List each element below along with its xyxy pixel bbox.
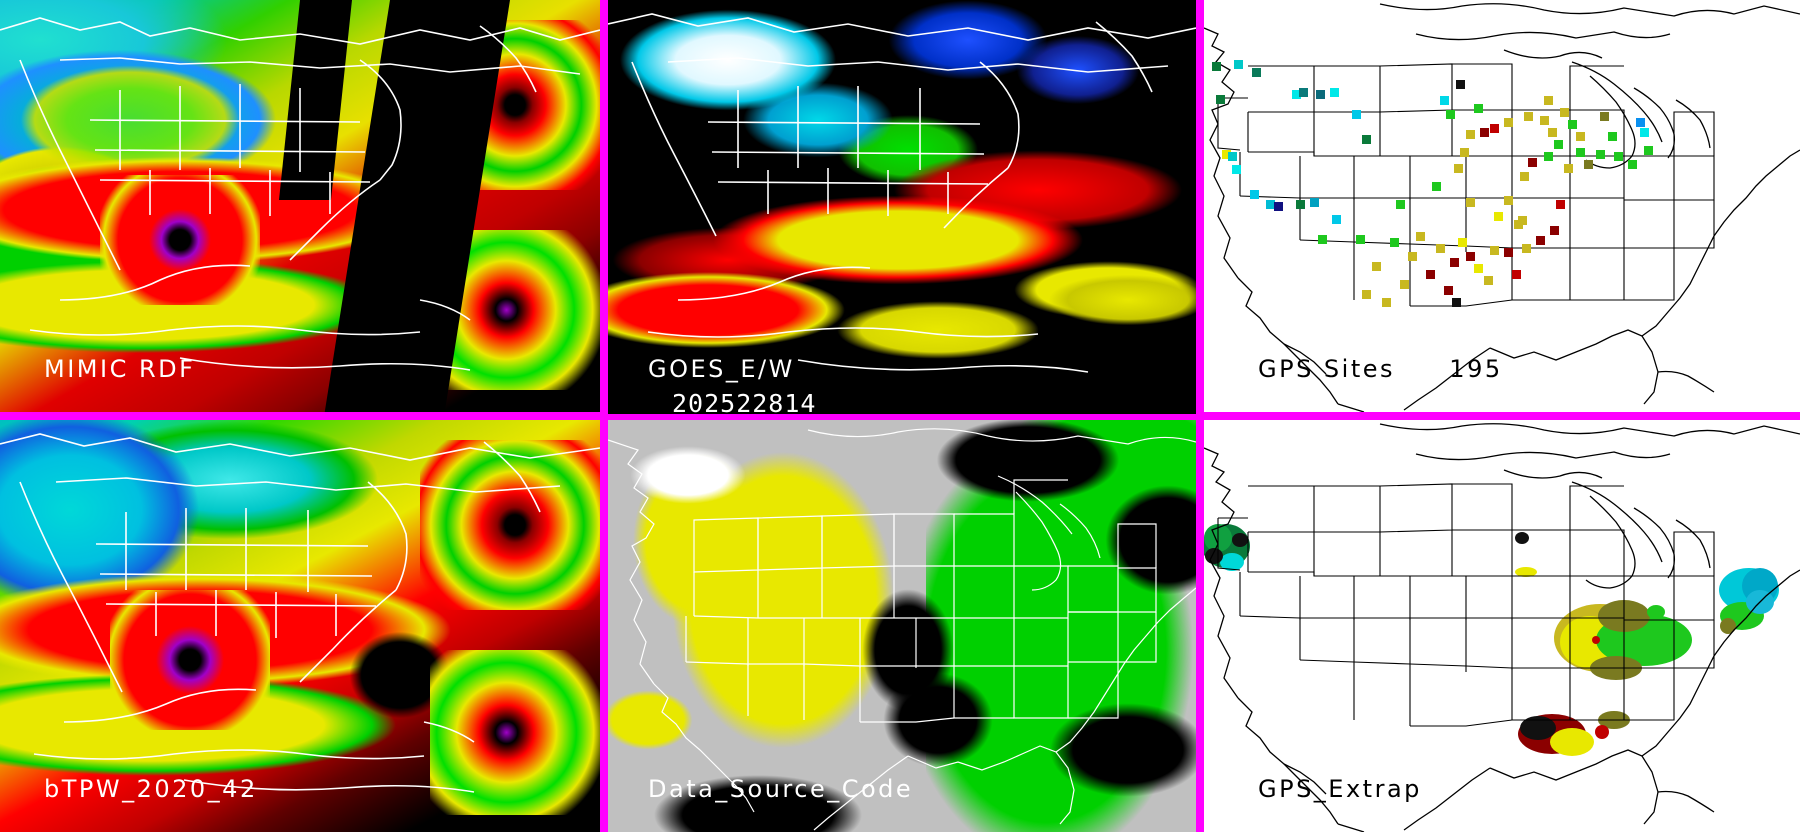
panel-divider-vertical-left [600, 0, 608, 412]
panel-divider-vertical-right [1196, 0, 1204, 412]
btpw-cyclone-swirl-1 [420, 440, 600, 610]
extrap-anomaly-blobs [1204, 524, 1779, 756]
coastline-overlay [608, 428, 1196, 831]
panel-label-data-source-code: Data_Source_Code [648, 775, 914, 803]
timestamp-label: 202522814 [672, 389, 817, 418]
panel-data-source-code[interactable]: Data_Source_Code [608, 420, 1196, 832]
timestamp-strip [608, 388, 1196, 414]
panel-divider-vertical-right-lower [1196, 420, 1204, 832]
panel-label-goes-ew: GOES_E/W [648, 355, 795, 383]
panel-divider-vertical-left-lower [600, 420, 608, 832]
coastline-overlay [0, 17, 600, 371]
tpw-cyclone-swirl-2 [100, 175, 260, 305]
panel-label-gps-extrap: GPS_Extrap [1258, 775, 1422, 803]
gps-station-markers [1212, 60, 1653, 307]
gps-extrap-map [1204, 423, 1800, 832]
coastline-overlay [608, 13, 1196, 373]
panel-gps-extrap[interactable]: GPS_Extrap [1204, 420, 1800, 832]
panel-label-gps-sites: GPS Sites 195 [1258, 355, 1503, 383]
coastline-overlay [0, 433, 600, 793]
panel-label-mimic-rdf: MIMIC RDF [44, 355, 196, 383]
panel-btpw[interactable]: bTPW_2020_42 [0, 420, 600, 832]
gps-sites-count: 195 [1449, 355, 1503, 383]
panel-gps-sites[interactable]: GPS Sites 195 [1204, 0, 1800, 412]
panel-label-btpw: bTPW_2020_42 [44, 775, 258, 803]
btpw-cyclone-swirl-2 [110, 590, 270, 730]
gps-sites-map [1204, 3, 1800, 412]
goes-tropical-band [608, 250, 1196, 412]
panel-mimic-rdf[interactable]: MIMIC RDF [0, 0, 600, 412]
gps-sites-title: GPS Sites [1258, 355, 1396, 383]
panel-divider-horizontal [0, 412, 1800, 420]
panel-goes-ew[interactable]: GOES_E/W [608, 0, 1196, 412]
